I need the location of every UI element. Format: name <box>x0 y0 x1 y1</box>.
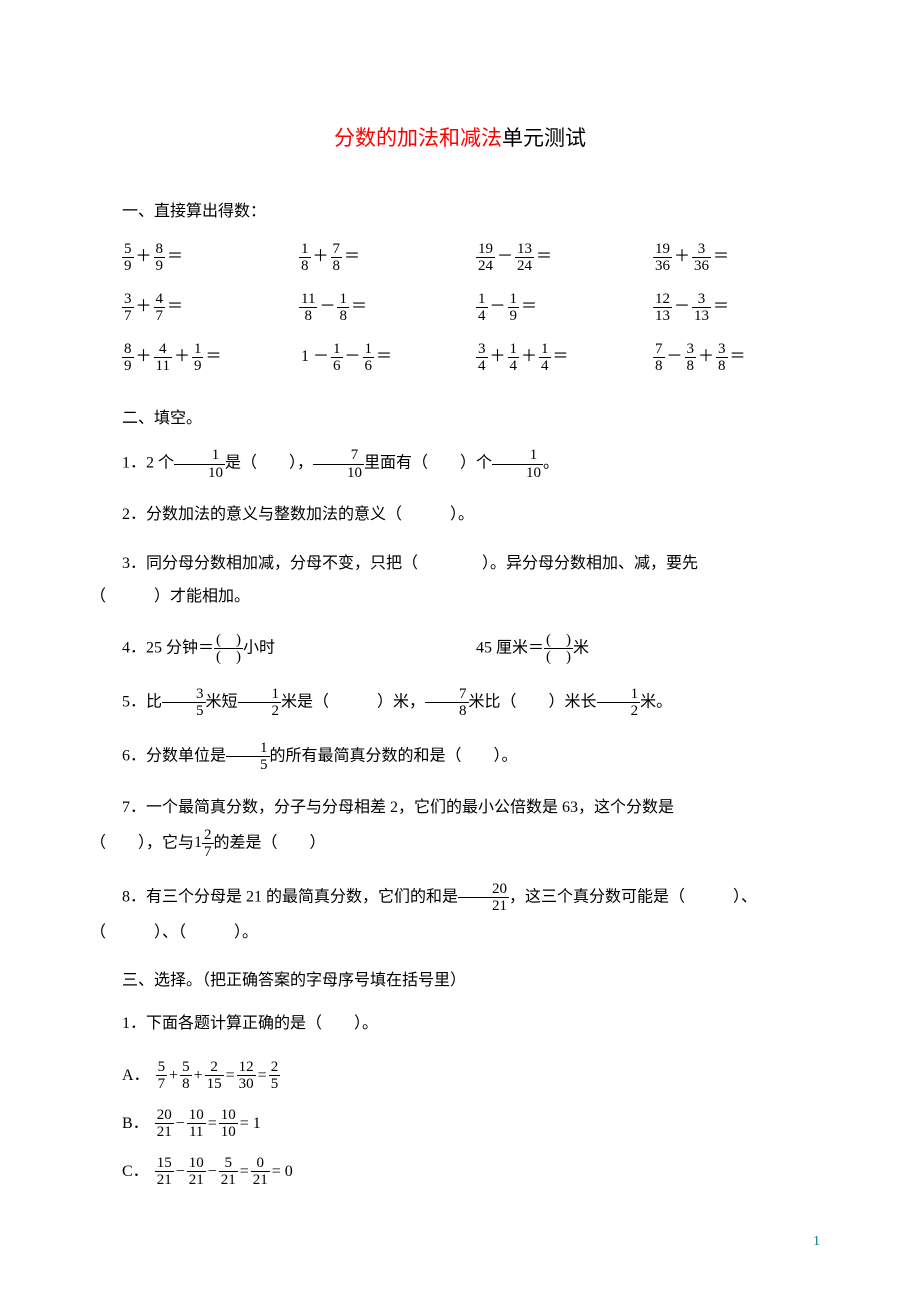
q6: 6．分数单位是15的所有最简真分数的和是（ ）。 <box>90 740 830 774</box>
calc-row-3: 89＋411＋19＝ 1－16－16＝ 34＋14＋14＝ 78－38＋38＝ <box>90 341 830 375</box>
calc-r1c4: 1936＋336＝ <box>653 241 830 275</box>
q3a: 3．同分母分数相加减，分母不变，只把（ ）。异分母分数相加、减，要先 <box>90 550 830 579</box>
q3b: （ ）才能相加。 <box>90 583 830 612</box>
calc-r2c1: 37＋47＝ <box>122 291 299 325</box>
option-c: C． 1521−1021−521=021= 0 <box>90 1155 830 1189</box>
title-red: 分数的加法和减法 <box>334 126 502 150</box>
q1: 1．2 个110是（ ），710里面有（ ）个110。 <box>90 447 830 481</box>
section3-label: 三、选择。（把正确答案的字母序号填在括号里） <box>90 967 830 996</box>
q7b: （ ），它与127的差是（ ） <box>90 827 830 861</box>
title-black: 单元测试 <box>502 126 586 150</box>
q4: 4．25 分钟＝( )( )小时 45 厘米＝( )( )米 <box>90 632 830 666</box>
q8b: （ ）、（ ）。 <box>90 919 830 948</box>
calc-r2c2: 118－18＝ <box>299 291 476 325</box>
calc-r1c1: 59＋89＝ <box>122 241 299 275</box>
calc-r2c4: 1213－313＝ <box>653 291 830 325</box>
option-b: B． 2021−1011=1010= 1 <box>90 1107 830 1141</box>
q8a: 8．有三个分母是 21 的最简真分数，它们的和是2021，这三个真分数可能是（ … <box>90 881 830 915</box>
calc-r1c3: 1924－1324＝ <box>476 241 653 275</box>
calc-r3c3: 34＋14＋14＝ <box>476 341 653 375</box>
s3q1: 1．下面各题计算正确的是（ ）。 <box>90 1010 830 1039</box>
calc-r1c2: 18＋78＝ <box>299 241 476 275</box>
q5: 5．比35米短12米是（ ）米，78米比（ ）米长12米。 <box>90 686 830 720</box>
section1-label: 一、直接算出得数： <box>90 198 830 227</box>
calc-r3c2: 1－16－16＝ <box>299 341 476 375</box>
q2: 2．分数加法的意义与整数加法的意义（ ）。 <box>90 501 830 530</box>
option-a: A． 57+58+215=1230=25 <box>90 1059 830 1093</box>
calc-row-2: 37＋47＝ 118－18＝ 14－19＝ 1213－313＝ <box>90 291 830 325</box>
calc-row-1: 59＋89＝ 18＋78＝ 1924－1324＝ 1936＋336＝ <box>90 241 830 275</box>
calc-r3c1: 89＋411＋19＝ <box>122 341 299 375</box>
calc-r3c4: 78－38＋38＝ <box>653 341 830 375</box>
section2-label: 二、填空。 <box>90 405 830 434</box>
page-title: 分数的加法和减法单元测试 <box>90 120 830 158</box>
calc-r2c3: 14－19＝ <box>476 291 653 325</box>
q7a: 7．一个最简真分数，分子与分母相差 2，它们的最小公倍数是 63，这个分数是 <box>90 794 830 823</box>
page-number: 1 <box>90 1229 830 1254</box>
